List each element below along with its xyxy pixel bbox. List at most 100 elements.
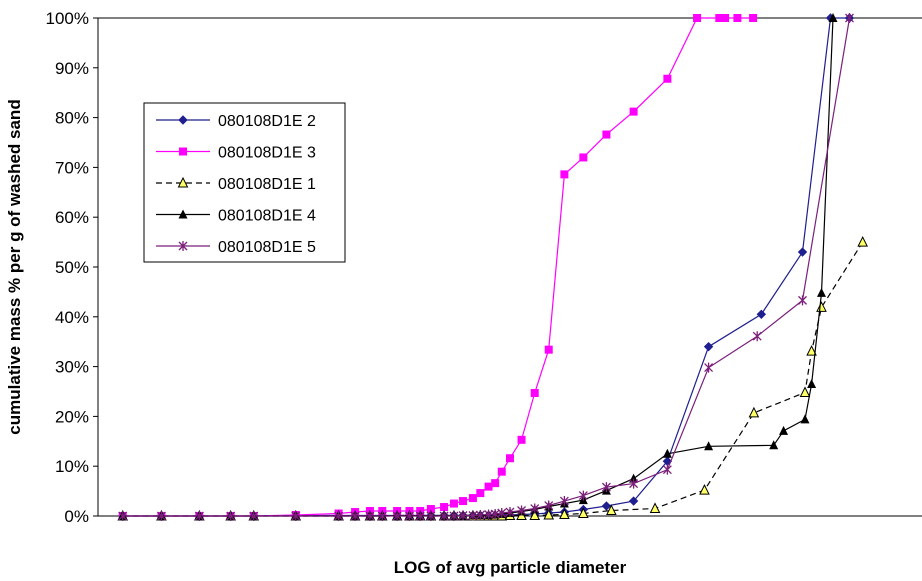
data-point [578,490,588,501]
legend: 080108D1E 2 080108D1E 3 080108D1E 1 080108D… [143,102,346,263]
data-point [484,482,493,491]
data-point [756,309,767,320]
y-tick-label: 0% [64,507,89,526]
data-point [506,454,514,463]
data-point [544,345,553,354]
data-point [118,511,128,521]
data-point [439,511,449,521]
data-point [491,479,500,488]
y-tick-label: 90% [55,59,89,78]
data-point [559,496,569,507]
data-point [629,107,638,116]
y-tick-label: 30% [55,358,89,377]
data-point [468,510,478,521]
y-axis-ticks: 0% 10% 20% 30% 40% 50% 60% 70% 80% 90% 100% [46,9,98,526]
data-point [797,247,808,257]
data-point [662,464,672,475]
legend-marker [178,209,188,219]
legend-item: 080108D1E 3 [156,145,316,162]
series-1 [118,13,855,521]
legend-label: 080108D1E 2 [218,113,316,130]
legend-label: 080108D1E 5 [218,239,316,256]
series-line [122,17,754,517]
y-tick-label: 70% [55,158,89,177]
data-point [517,505,526,516]
data-point [194,511,204,521]
series-layer [117,13,868,521]
data-point [426,511,436,521]
data-point [426,505,435,514]
data-point [392,511,402,521]
data-point [806,345,817,356]
legend-label: 080108D1E 3 [218,145,316,162]
data-point [816,287,826,297]
data-point [800,414,810,424]
data-point [559,508,570,520]
data-point [544,500,554,511]
data-point [334,511,344,521]
data-point [845,13,854,23]
data-point [226,511,236,521]
data-point [807,379,817,389]
data-point [629,478,639,489]
series-line [122,17,851,517]
data-point [601,501,612,511]
data-point [629,473,639,483]
series-2 [118,14,758,520]
legend-item: 080108D1E 2 [156,113,316,130]
data-point [529,509,541,521]
data-point [543,508,555,520]
data-point [497,508,507,519]
data-point [715,14,724,22]
legend-marker [178,241,188,251]
data-point [291,511,301,521]
data-point [497,467,506,476]
legend-marker [177,176,189,188]
series-line [122,241,864,517]
data-point [649,502,661,514]
data-point [699,483,710,495]
data-point [703,341,714,352]
data-point [405,511,414,521]
data-point [663,74,672,83]
data-point [517,435,526,444]
data-point [475,510,485,521]
data-point [779,425,789,435]
data-point [578,507,589,519]
data-point [704,362,714,373]
data-point [662,448,672,458]
legend-item: 080108D1E 4 [156,208,316,225]
data-point [828,13,838,22]
data-point [769,440,779,450]
data-point [798,295,807,306]
data-point [721,14,730,22]
data-point [693,14,702,22]
data-point [468,494,477,503]
y-tick-label: 40% [55,308,89,327]
x-axis-title: LOG of avg particle diameter [394,558,627,577]
data-point [602,130,611,139]
series-3 [117,235,868,521]
data-point [816,301,827,312]
data-point [530,388,539,397]
y-tick-label: 100% [46,9,89,28]
data-point [749,14,758,22]
data-point [560,170,569,179]
data-point [377,511,387,521]
series-4 [118,13,838,520]
data-point [733,14,742,22]
y-tick-label: 10% [55,457,89,476]
data-point [476,489,485,498]
data-point [458,510,468,521]
series-5 [118,13,854,521]
data-point [505,507,515,518]
data-point [628,496,639,506]
y-tick-label: 60% [55,208,89,227]
y-tick-label: 50% [55,258,89,277]
data-point [249,511,259,521]
legend-label: 080108D1E 1 [218,176,316,193]
y-tick-label: 20% [55,407,89,426]
y-axis-title: cumulative mass % per g of washed sand [5,99,24,434]
legend-item: 080108D1E 1 [156,176,316,193]
